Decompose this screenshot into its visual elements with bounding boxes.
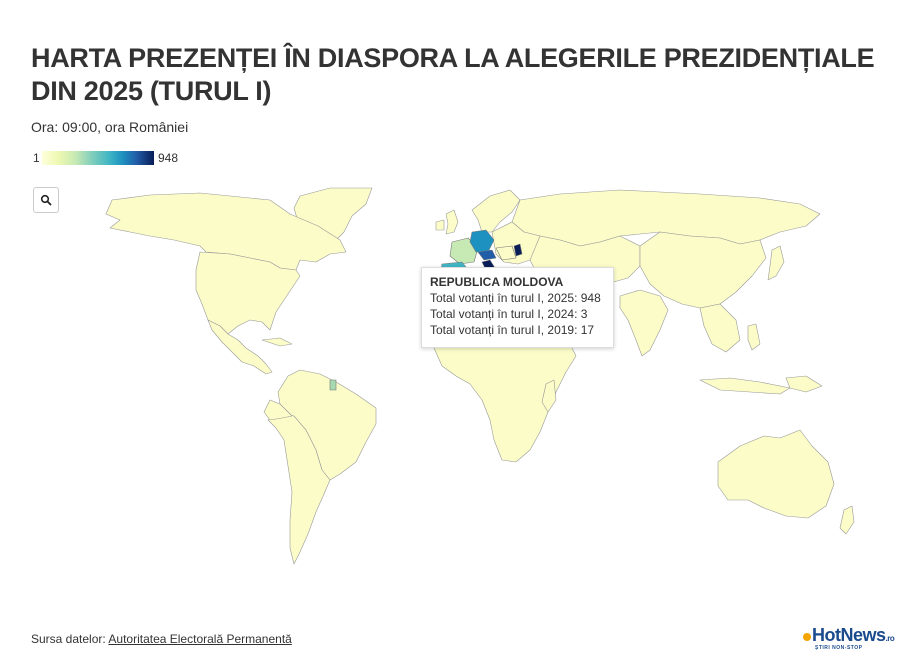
country-republica-moldova[interactable] bbox=[513, 243, 523, 257]
search-icon bbox=[40, 194, 52, 206]
country-indonesia[interactable] bbox=[699, 377, 791, 395]
country-argentina[interactable] bbox=[267, 411, 331, 565]
legend-min: 1 bbox=[33, 151, 40, 165]
country-japan[interactable] bbox=[767, 245, 785, 281]
country-mexico[interactable] bbox=[207, 319, 273, 375]
zoom-button[interactable] bbox=[33, 187, 59, 213]
country-usa[interactable] bbox=[195, 251, 301, 335]
hotnews-logo[interactable]: HotNews.ro ȘTIRI NON-STOP bbox=[803, 625, 895, 651]
source-prefix: Sursa datelor: bbox=[31, 632, 109, 646]
country-australia[interactable] bbox=[717, 429, 835, 519]
country-tooltip: REPUBLICA MOLDOVA Total votanți în turul… bbox=[421, 267, 614, 348]
logo-suffix: .ro bbox=[885, 634, 895, 643]
tooltip-line-2024: Total votanți în turul I, 2024: 3 bbox=[430, 307, 588, 321]
country-cuba[interactable] bbox=[261, 337, 293, 347]
country-madagascar[interactable] bbox=[541, 379, 557, 413]
country-france[interactable] bbox=[449, 237, 479, 265]
legend-gradient bbox=[42, 151, 154, 165]
country-french-guiana[interactable] bbox=[329, 379, 337, 391]
legend-max: 948 bbox=[158, 151, 179, 165]
page-subtitle: Ora: 09:00, ora României bbox=[31, 119, 189, 135]
tooltip-country: REPUBLICA MOLDOVA bbox=[430, 275, 564, 289]
country-ireland[interactable] bbox=[435, 219, 445, 231]
country-china[interactable] bbox=[639, 231, 767, 309]
country-scandinavia[interactable] bbox=[471, 189, 521, 233]
logo-dot-icon bbox=[803, 633, 811, 641]
country-austria[interactable] bbox=[477, 249, 497, 261]
country-southeast-asia[interactable] bbox=[699, 303, 741, 353]
logo-tagline: ȘTIRI NON-STOP bbox=[815, 645, 863, 651]
country-uk[interactable] bbox=[445, 209, 459, 235]
logo-text: HotNews bbox=[812, 625, 886, 645]
country-papua[interactable] bbox=[785, 375, 823, 393]
country-peru[interactable] bbox=[263, 399, 293, 421]
tooltip-line-2019: Total votanți în turul I, 2019: 17 bbox=[430, 323, 595, 337]
tooltip-line-2025: Total votanți în turul I, 2025: 948 bbox=[430, 291, 601, 305]
country-new-zealand[interactable] bbox=[839, 505, 855, 535]
data-source: Sursa datelor: Autoritatea Electorală Pe… bbox=[31, 632, 292, 646]
source-link[interactable]: Autoritatea Electorală Permanentă bbox=[108, 632, 292, 646]
page-title: HARTA PREZENȚEI ÎN DIASPORA LA ALEGERILE… bbox=[31, 43, 875, 106]
country-india[interactable] bbox=[619, 289, 669, 357]
country-philippines[interactable] bbox=[747, 323, 761, 351]
country-romania[interactable] bbox=[495, 245, 517, 261]
